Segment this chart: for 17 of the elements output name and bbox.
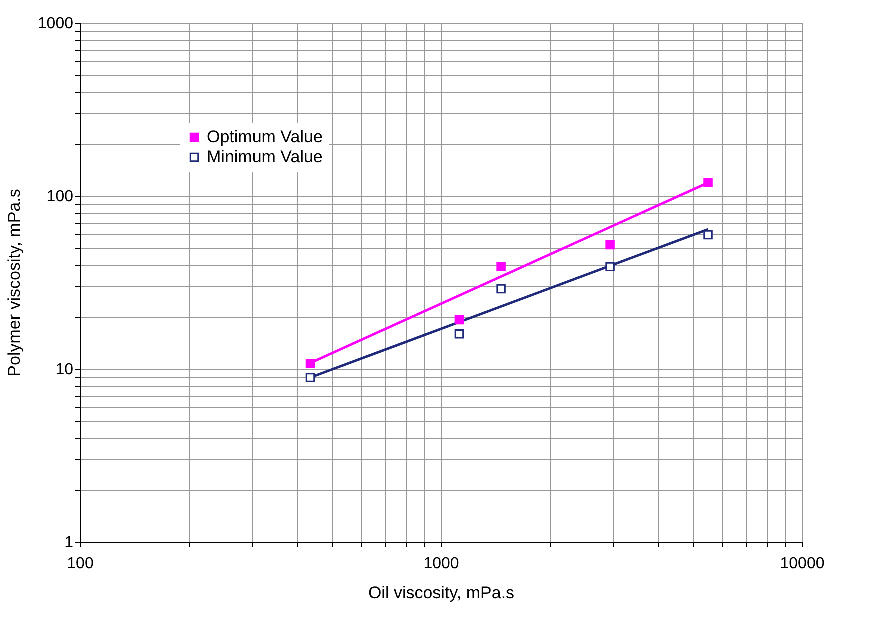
point xyxy=(306,373,316,382)
point xyxy=(606,262,615,272)
point xyxy=(704,178,713,188)
y-axis-title: Polymer viscosity, mPa.s xyxy=(4,189,24,377)
point xyxy=(704,230,713,240)
y-tick-label: 1000 xyxy=(38,16,74,32)
x-tick-label: 10000 xyxy=(780,556,825,572)
point xyxy=(306,359,316,369)
x-tick-label: 100 xyxy=(67,556,94,572)
y-tick-label: 1 xyxy=(64,534,74,552)
y-tick-label: 100 xyxy=(46,188,74,206)
point xyxy=(606,240,615,250)
x-tick-label: 1000 xyxy=(424,556,460,572)
y-tick-label: 10 xyxy=(56,362,74,378)
legend-label: Minimum Value xyxy=(207,148,323,166)
x-axis-title: Oil viscosity, mPa.s xyxy=(368,584,515,602)
legend-label: Optimum Value xyxy=(207,128,323,146)
